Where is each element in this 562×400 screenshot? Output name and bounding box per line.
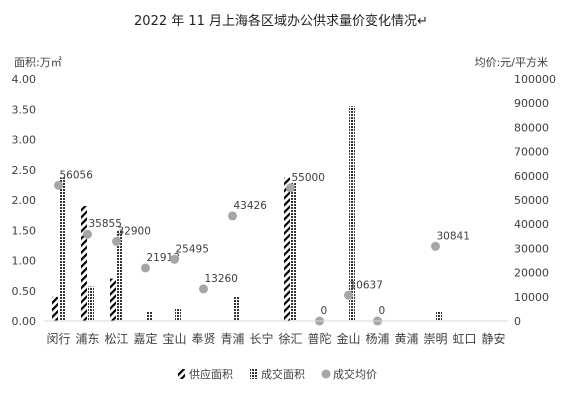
deal-bar [233, 296, 239, 321]
legend-label: 成交面积 [261, 367, 305, 381]
right-tick-label: 60000 [514, 170, 549, 183]
x-tick-label: 普陀 [307, 331, 331, 346]
deal-bar [175, 308, 181, 321]
bars [52, 106, 442, 321]
price-label: 43426 [234, 200, 268, 212]
x-tick-label: 奉贤 [191, 332, 215, 346]
price-label: 56056 [60, 169, 94, 181]
x-tick-label: 静安 [481, 331, 505, 346]
left-tick-label: 3.00 [12, 134, 37, 147]
price-label: 0 [379, 305, 386, 317]
right-tick-label: 100000 [514, 73, 556, 86]
deal-bar [436, 311, 442, 321]
price-point [112, 236, 121, 246]
chart-title: 2022 年 11 月上海各区域办公供求量价变化情况↵ [134, 13, 428, 29]
deal-bar [117, 230, 123, 321]
deal-bar [349, 106, 355, 321]
price-label: 25495 [176, 243, 209, 255]
price-point [83, 229, 92, 239]
price-label: 0 [321, 305, 328, 317]
x-tick-label: 金山 [336, 331, 360, 346]
x-tick-label: 徐汇 [278, 331, 302, 346]
right-axis: 1000009000080000700006000050000400003000… [514, 73, 556, 328]
legend-label: 供应面积 [189, 367, 233, 381]
price-point [431, 241, 440, 251]
x-tick-label: 松江 [104, 332, 128, 346]
price-point [199, 284, 208, 294]
price-label: 35855 [89, 218, 122, 230]
x-tick-label: 浦东 [75, 332, 99, 346]
x-tick-label: 长宁 [249, 331, 273, 346]
price-label: 13260 [205, 273, 238, 285]
left-tick-label: 1.00 [12, 255, 37, 268]
left-axis-label: 面积:万㎡ [14, 56, 62, 69]
left-axis: 4.00 3.50 3.00 2.50 2.00 1.50 1.00 0.50 0.00 [12, 73, 37, 328]
supply-bar [284, 177, 290, 321]
deal-bar [291, 183, 297, 321]
price-point [344, 290, 353, 300]
deal-bar [59, 177, 65, 321]
left-tick-label: 0.50 [12, 285, 37, 298]
x-tick-label: 崇明 [423, 332, 447, 346]
price-label: 55000 [292, 172, 325, 184]
left-tick-label: 0.00 [12, 315, 37, 328]
deal-bar [146, 311, 152, 321]
price-point [228, 211, 237, 221]
legend-label: 成交均价 [333, 367, 377, 381]
price-points: 5605635855329002191325495132604342655000… [54, 169, 470, 326]
right-tick-label: 40000 [514, 218, 549, 231]
left-tick-label: 1.50 [12, 224, 37, 237]
price-point [54, 180, 63, 190]
price-point [286, 183, 295, 193]
left-tick-label: 2.50 [12, 164, 37, 177]
price-label: 10637 [350, 279, 383, 291]
deal-bar [88, 286, 94, 321]
right-tick-label: 70000 [514, 146, 549, 159]
x-tick-label: 闵行 [46, 331, 70, 346]
right-tick-label: 90000 [514, 97, 549, 110]
x-tick-label: 宝山 [162, 332, 186, 346]
supply-bar [81, 206, 87, 321]
price-label: 32900 [118, 225, 151, 237]
legend-swatch [250, 369, 257, 379]
left-tick-label: 3.50 [12, 103, 37, 116]
price-label: 30841 [437, 230, 470, 242]
right-tick-label: 80000 [514, 121, 549, 134]
x-axis: 闵行 浦东 松江 嘉定 宝山 奉贤 青浦 长宁 徐汇 普陀 金山 杨浦 黄浦 崇明 虹口 静安 [46, 331, 505, 346]
legend-swatch [178, 369, 185, 379]
legend-swatch [321, 369, 331, 379]
price-point [170, 254, 179, 264]
right-axis-label: 均价:元/平方米 [475, 55, 548, 69]
x-tick-label: 黄浦 [394, 332, 418, 346]
x-tick-label: 嘉定 [133, 331, 157, 346]
right-tick-label: 50000 [514, 194, 549, 207]
right-tick-label: 10000 [514, 291, 549, 304]
price-point [141, 263, 150, 273]
left-tick-label: 4.00 [12, 73, 37, 86]
right-tick-label: 20000 [514, 267, 549, 280]
x-tick-label: 虹口 [452, 332, 476, 346]
left-tick-label: 2.00 [12, 194, 37, 207]
x-tick-label: 杨浦 [365, 331, 389, 346]
right-tick-label: 30000 [514, 242, 549, 255]
supply-bar [110, 278, 116, 321]
x-tick-label: 青浦 [220, 332, 244, 346]
legend: 供应面积 成交面积 成交均价 [178, 367, 377, 381]
right-tick-label: 0 [514, 315, 521, 328]
supply-bar [52, 296, 58, 321]
